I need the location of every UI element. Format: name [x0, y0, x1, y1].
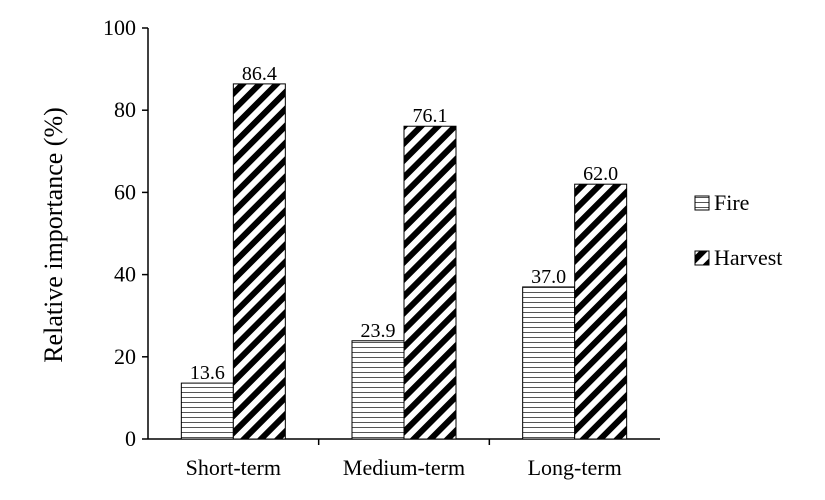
x-category-label: Short-term: [186, 455, 281, 480]
bar-fire: [522, 286, 576, 440]
data-label: 23.9: [361, 320, 396, 342]
bar-harvest: [574, 183, 628, 440]
bar-harvest: [403, 125, 457, 440]
data-label: 37.0: [531, 266, 566, 288]
legend-swatch-harvest: [694, 250, 710, 266]
y-tick-label: 80: [114, 97, 136, 122]
data-label: 76.1: [413, 105, 448, 127]
y-tick-label: 100: [103, 15, 136, 40]
bar-harvest: [232, 83, 286, 440]
bar-fire: [351, 340, 405, 440]
y-tick-label: 60: [114, 179, 136, 204]
x-category-label: Medium-term: [343, 455, 465, 480]
data-label: 13.6: [190, 362, 225, 384]
legend-label-fire: Fire: [714, 190, 749, 215]
bar-fire: [180, 382, 234, 440]
y-tick-label: 40: [114, 262, 136, 287]
y-tick-label: 0: [125, 426, 136, 451]
legend-swatch-fire: [694, 195, 710, 211]
y-axis-title: Relative importance (%): [39, 107, 68, 363]
data-label: 62.0: [583, 163, 618, 185]
data-label: 86.4: [242, 63, 277, 85]
legend-label-harvest: Harvest: [714, 245, 782, 270]
x-category-label: Long-term: [528, 455, 622, 480]
y-tick-label: 20: [114, 344, 136, 369]
